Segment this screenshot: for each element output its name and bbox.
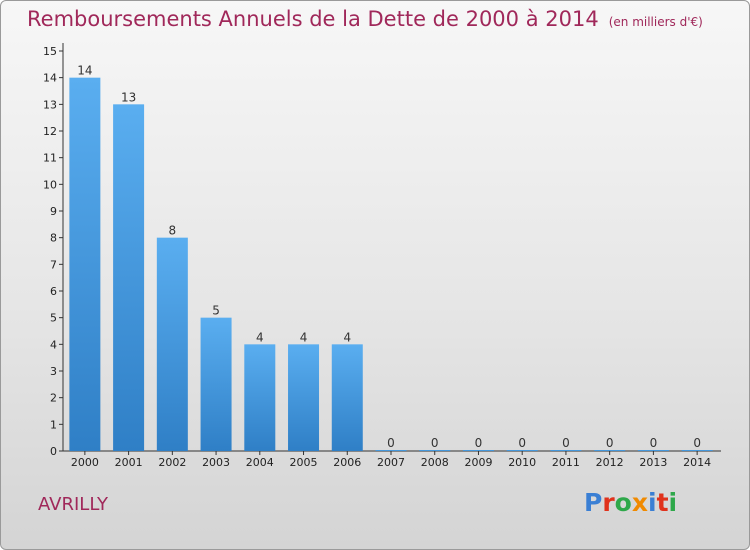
y-tick-label: 15 xyxy=(43,45,57,58)
x-tick-label-2001: 2001 xyxy=(115,456,143,469)
bar-2003 xyxy=(200,317,232,451)
bar-2009 xyxy=(462,450,494,451)
y-tick-label: 6 xyxy=(50,285,57,298)
bar-2013 xyxy=(637,450,669,451)
x-tick-label-2006: 2006 xyxy=(333,456,361,469)
logo-letter: P xyxy=(584,488,603,517)
y-tick-label: 9 xyxy=(50,205,57,218)
x-tick-label-2008: 2008 xyxy=(421,456,449,469)
y-tick-label: 5 xyxy=(50,312,57,325)
data-label-2002: 8 xyxy=(169,224,177,238)
bar-2000 xyxy=(69,77,101,452)
unit-text: (en milliers d'€) xyxy=(608,15,703,29)
bar-2001 xyxy=(113,104,145,451)
data-label-2007: 0 xyxy=(387,436,395,450)
y-tick-label: 12 xyxy=(43,125,57,138)
bar-2004 xyxy=(244,344,276,451)
y-tick-label: 4 xyxy=(50,338,57,351)
data-label-2013: 0 xyxy=(650,436,658,450)
x-tick-label-2002: 2002 xyxy=(158,456,186,469)
bar-2005 xyxy=(288,344,320,451)
x-tick-label-2000: 2000 xyxy=(71,456,99,469)
x-tick-label-2010: 2010 xyxy=(508,456,536,469)
y-tick-label: 10 xyxy=(43,178,57,191)
commune-name: AVRILLY xyxy=(38,494,108,515)
data-label-2000: 14 xyxy=(77,64,92,78)
x-tick-label-2011: 2011 xyxy=(552,456,580,469)
logo-letter: i xyxy=(668,488,678,517)
data-label-2008: 0 xyxy=(431,436,439,450)
y-tick-label: 7 xyxy=(50,258,57,271)
bar-2006 xyxy=(331,344,363,451)
title-text: Remboursements Annuels de la Dette de 20… xyxy=(27,7,599,31)
x-tick-label-2012: 2012 xyxy=(596,456,624,469)
y-tick-label: 14 xyxy=(43,72,57,85)
x-tick-label-2005: 2005 xyxy=(290,456,318,469)
data-label-2006: 4 xyxy=(343,330,351,344)
y-tick-label: 3 xyxy=(50,365,57,378)
data-label-2004: 4 xyxy=(256,330,264,344)
y-tick-label: 2 xyxy=(50,392,57,405)
chart-title: Remboursements Annuels de la Dette de 20… xyxy=(27,7,703,31)
y-tick-label: 13 xyxy=(43,98,57,111)
x-tick-label-2007: 2007 xyxy=(377,456,405,469)
x-tick-label-2014: 2014 xyxy=(683,456,711,469)
logo-letter: t xyxy=(656,488,669,517)
bar-2014 xyxy=(681,450,713,451)
logo-letter: r xyxy=(602,488,615,517)
data-label-2012: 0 xyxy=(606,436,614,450)
bar-2010 xyxy=(506,450,538,451)
logo-letter: o xyxy=(614,488,632,517)
data-label-2003: 5 xyxy=(212,304,220,318)
bar-2007 xyxy=(375,450,407,451)
x-tick-label-2004: 2004 xyxy=(246,456,274,469)
bar-2011 xyxy=(550,450,582,451)
data-label-2014: 0 xyxy=(693,436,701,450)
y-tick-label: 11 xyxy=(43,152,57,165)
logo-letter: i xyxy=(648,488,657,517)
y-tick-label: 0 xyxy=(50,445,57,458)
data-label-2005: 4 xyxy=(300,330,308,344)
y-tick-label: 8 xyxy=(50,232,57,245)
y-tick-label: 1 xyxy=(50,418,57,431)
logo-letter: x xyxy=(631,488,648,517)
bar-2008 xyxy=(419,450,451,451)
x-tick-label-2003: 2003 xyxy=(202,456,230,469)
x-tick-label-2013: 2013 xyxy=(639,456,667,469)
data-label-2011: 0 xyxy=(562,436,570,450)
data-label-2010: 0 xyxy=(518,436,526,450)
bar-2002 xyxy=(156,237,188,451)
x-tick-label-2009: 2009 xyxy=(464,456,492,469)
data-label-2001: 13 xyxy=(121,90,136,104)
bar-2012 xyxy=(594,450,626,451)
data-label-2009: 0 xyxy=(475,436,483,450)
proxiti-logo: Proxiti xyxy=(584,488,677,517)
